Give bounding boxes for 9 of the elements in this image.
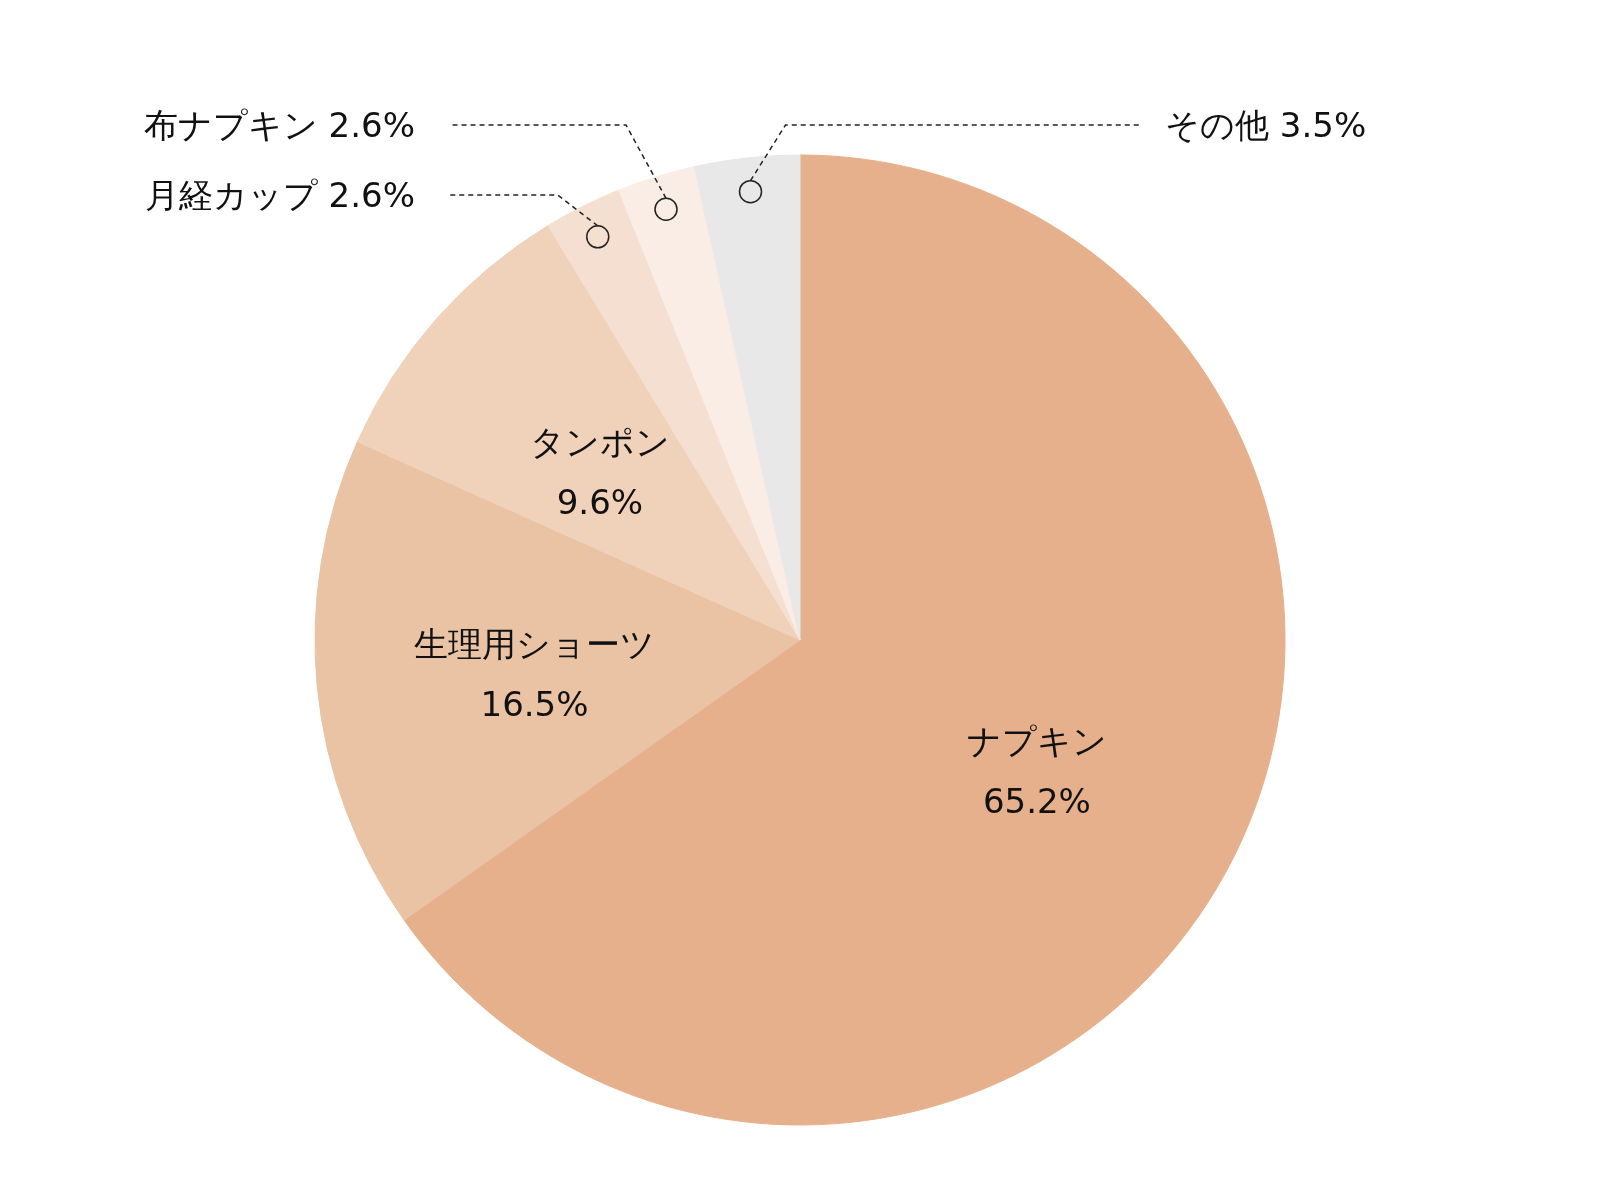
slice-label: 生理用ショーツ bbox=[414, 623, 656, 664]
data-label: 9.6% bbox=[556, 481, 644, 522]
data-label: 16.5% bbox=[480, 683, 589, 724]
slice-label: 布ナプキン 2.6% bbox=[143, 105, 415, 145]
slice-label: タンポン bbox=[529, 421, 670, 462]
slice-label: ナプキン bbox=[966, 720, 1107, 761]
data-label: 65.2% bbox=[982, 780, 1091, 821]
slice-label: その他 3.5% bbox=[1165, 105, 1367, 145]
slice-label: 月経カップ 2.6% bbox=[144, 175, 415, 215]
